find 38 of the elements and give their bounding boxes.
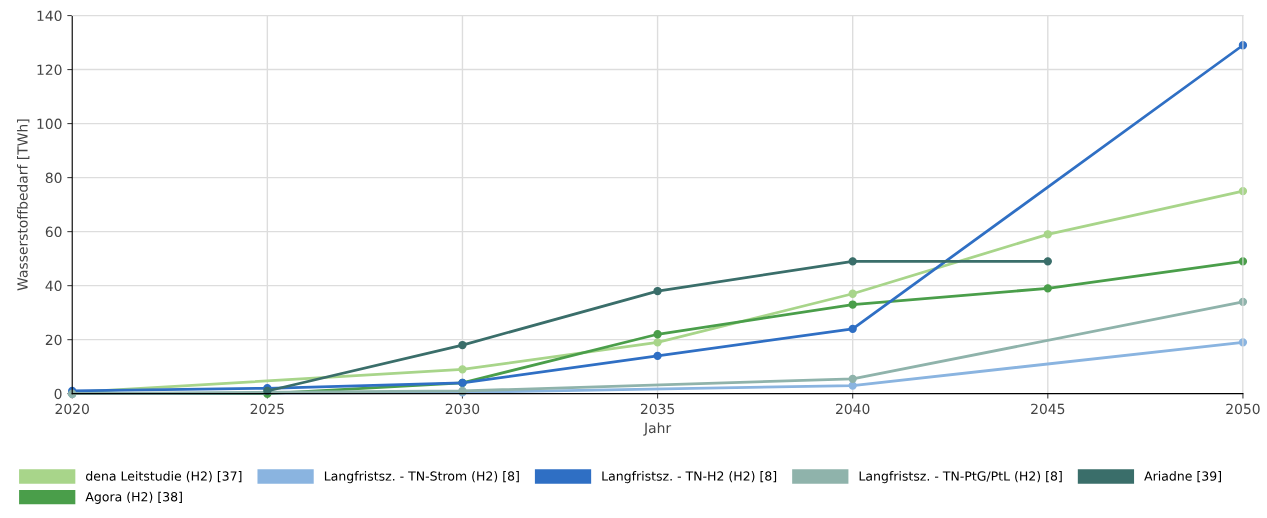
point [1043,230,1052,239]
legend-label: dena Leitstudie (H2) [37] [86,471,242,483]
point [653,351,662,361]
x-tick-label: 2040 [836,403,870,415]
y-tick-label: 40 [45,280,62,292]
point [653,338,662,347]
point [848,300,857,309]
x-tick-label: 2045 [1031,403,1065,415]
y-tick-label: 120 [37,64,62,76]
x-axis-title: Jahr [643,422,672,436]
x-tick-label: 2025 [250,403,284,415]
x-tick-label: 2050 [1226,403,1260,415]
y-tick-label: 100 [37,118,62,130]
y-tick-label: 0 [54,388,62,400]
legend-label: Langfristsz. - TN-Strom (H2) [8] [324,471,519,484]
point [653,286,662,296]
point [1043,257,1052,266]
y-tick-label: 80 [45,172,62,184]
point [848,374,857,383]
point [458,340,467,350]
y-tick-label: 60 [45,226,62,238]
point [848,257,857,266]
x-tick-label: 2035 [640,403,675,415]
y-tick-label: 20 [45,334,62,346]
x-tick-label: 2030 [445,403,480,415]
legend-label: Ariadne [39] [1144,471,1221,483]
x-tick-label: 2020 [55,403,89,415]
point [848,289,857,298]
point [458,365,467,374]
legend-label: Langfristsz. - TN-PtG/PtL (H2) [8] [859,471,1062,484]
point [848,381,857,390]
legend-label: Agora (H2) [38] [85,491,182,504]
y-axis-title: Wasserstoffbedarf [TWh] [16,119,30,291]
point [1043,284,1052,293]
y-tick-label: 140 [37,10,62,22]
legend-label: Langfristsz. - TN-H2 (H2) [8] [602,471,777,484]
point [653,330,662,339]
point [848,324,857,334]
